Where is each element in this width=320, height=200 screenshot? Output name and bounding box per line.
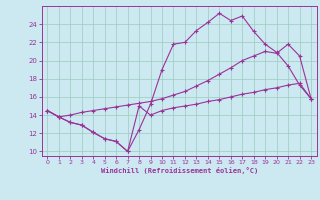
X-axis label: Windchill (Refroidissement éolien,°C): Windchill (Refroidissement éolien,°C)	[100, 167, 258, 174]
